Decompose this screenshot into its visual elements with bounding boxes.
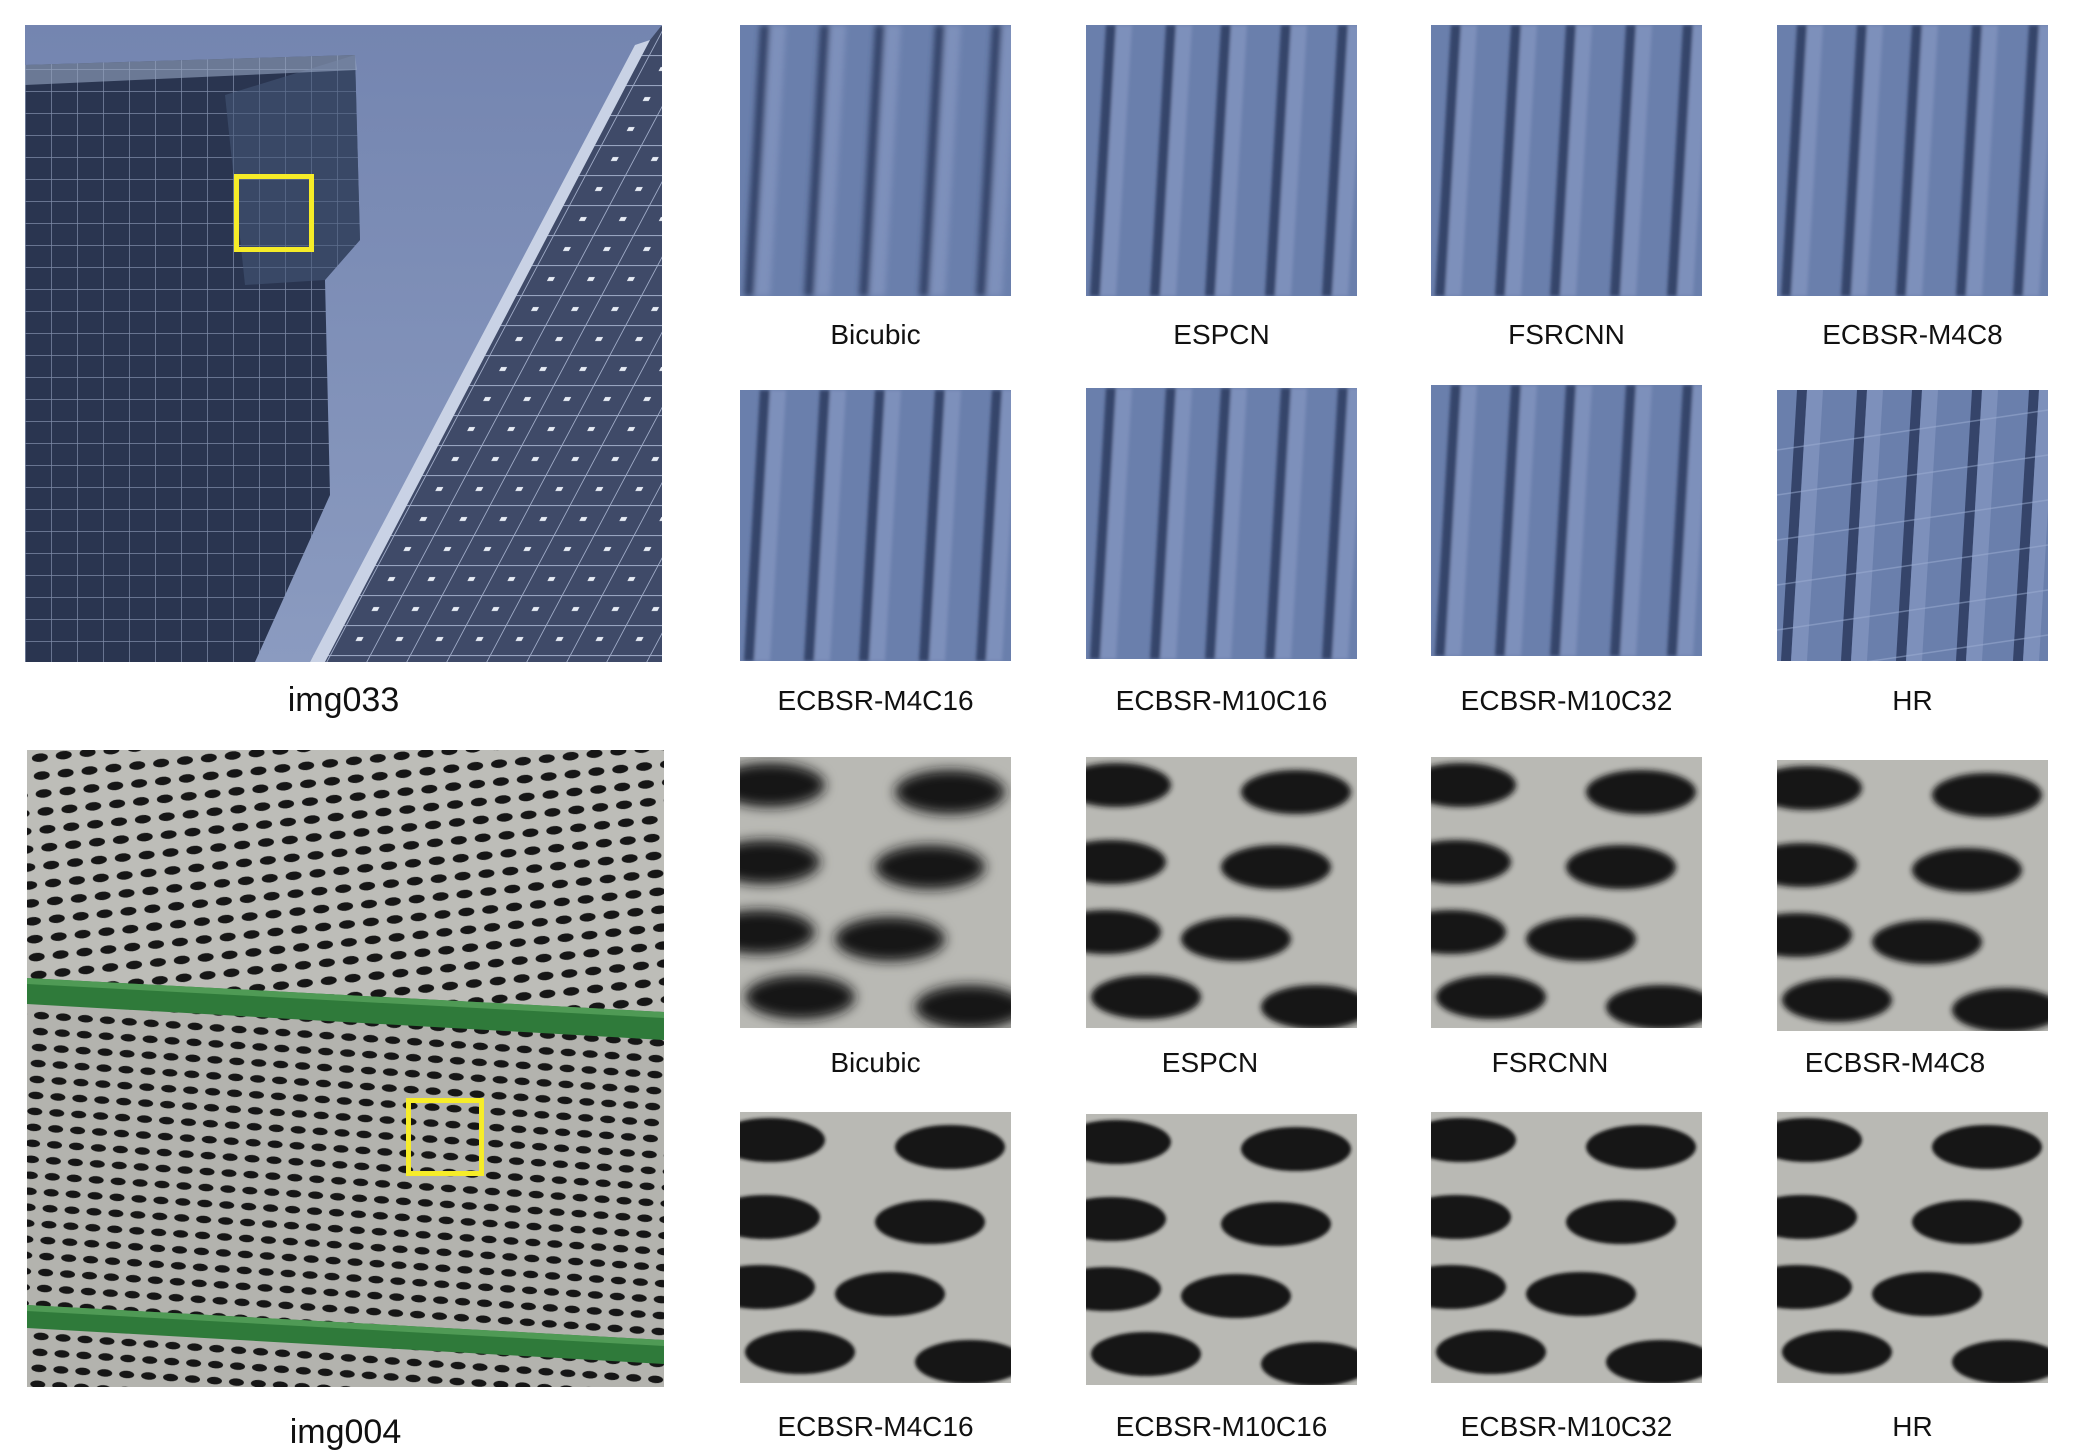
crop-label: ESPCN bbox=[1173, 319, 1270, 350]
crop-label: ECBSR-M10C32 bbox=[1460, 1411, 1673, 1442]
crop-label: ECBSR-M10C16 bbox=[1115, 685, 1328, 716]
crop-label: ECBSR-M4C16 bbox=[777, 685, 974, 716]
crop-label: ECBSR-M10C16 bbox=[1115, 1411, 1328, 1442]
crop-label: ECBSR-M4C8 bbox=[1822, 319, 2003, 350]
crop-label: ECBSR-M4C8 bbox=[1804, 1047, 1986, 1078]
crop-ecbsr-m10c16 bbox=[1086, 388, 1357, 659]
highlight-box bbox=[234, 174, 314, 252]
crop-ecbsr-m10c32 bbox=[1431, 1112, 1702, 1383]
crop-espcn bbox=[1086, 757, 1357, 1028]
crop-label: ECBSR-M4C16 bbox=[777, 1411, 974, 1442]
crop-ecbsr-m4c8 bbox=[1777, 25, 2048, 296]
crop-ecbsr-m4c16 bbox=[740, 1112, 1011, 1383]
highlight-box bbox=[406, 1098, 484, 1176]
crop-label: FSRCNN bbox=[1491, 1047, 1609, 1078]
crop-hr bbox=[1777, 1112, 2048, 1383]
crop-espcn bbox=[1086, 25, 1357, 296]
source-label: img004 bbox=[289, 1413, 402, 1451]
crop-ecbsr-m10c16 bbox=[1086, 1114, 1357, 1385]
crop-hr bbox=[1777, 390, 2048, 661]
crop-ecbsr-m10c32 bbox=[1431, 385, 1702, 656]
crop-fsrcnn bbox=[1431, 25, 1702, 296]
crop-fsrcnn bbox=[1431, 757, 1702, 1028]
crop-label: FSRCNN bbox=[1508, 319, 1625, 350]
crop-ecbsr-m4c16 bbox=[740, 390, 1011, 661]
crop-label: Bicubic bbox=[830, 1047, 921, 1078]
crop-label: HR bbox=[1892, 1411, 1933, 1442]
source-label: img033 bbox=[287, 681, 400, 719]
crop-bicubic bbox=[740, 757, 1011, 1028]
crop-label: ESPCN bbox=[1161, 1047, 1259, 1078]
source-image-perforated-metal bbox=[27, 750, 664, 1387]
crop-label: Bicubic bbox=[830, 319, 921, 350]
source-image-building bbox=[25, 25, 662, 662]
crop-label: ECBSR-M10C32 bbox=[1460, 685, 1673, 716]
crop-bicubic bbox=[740, 25, 1011, 296]
crop-ecbsr-m4c8 bbox=[1777, 760, 2048, 1031]
crop-label: HR bbox=[1892, 685, 1933, 716]
